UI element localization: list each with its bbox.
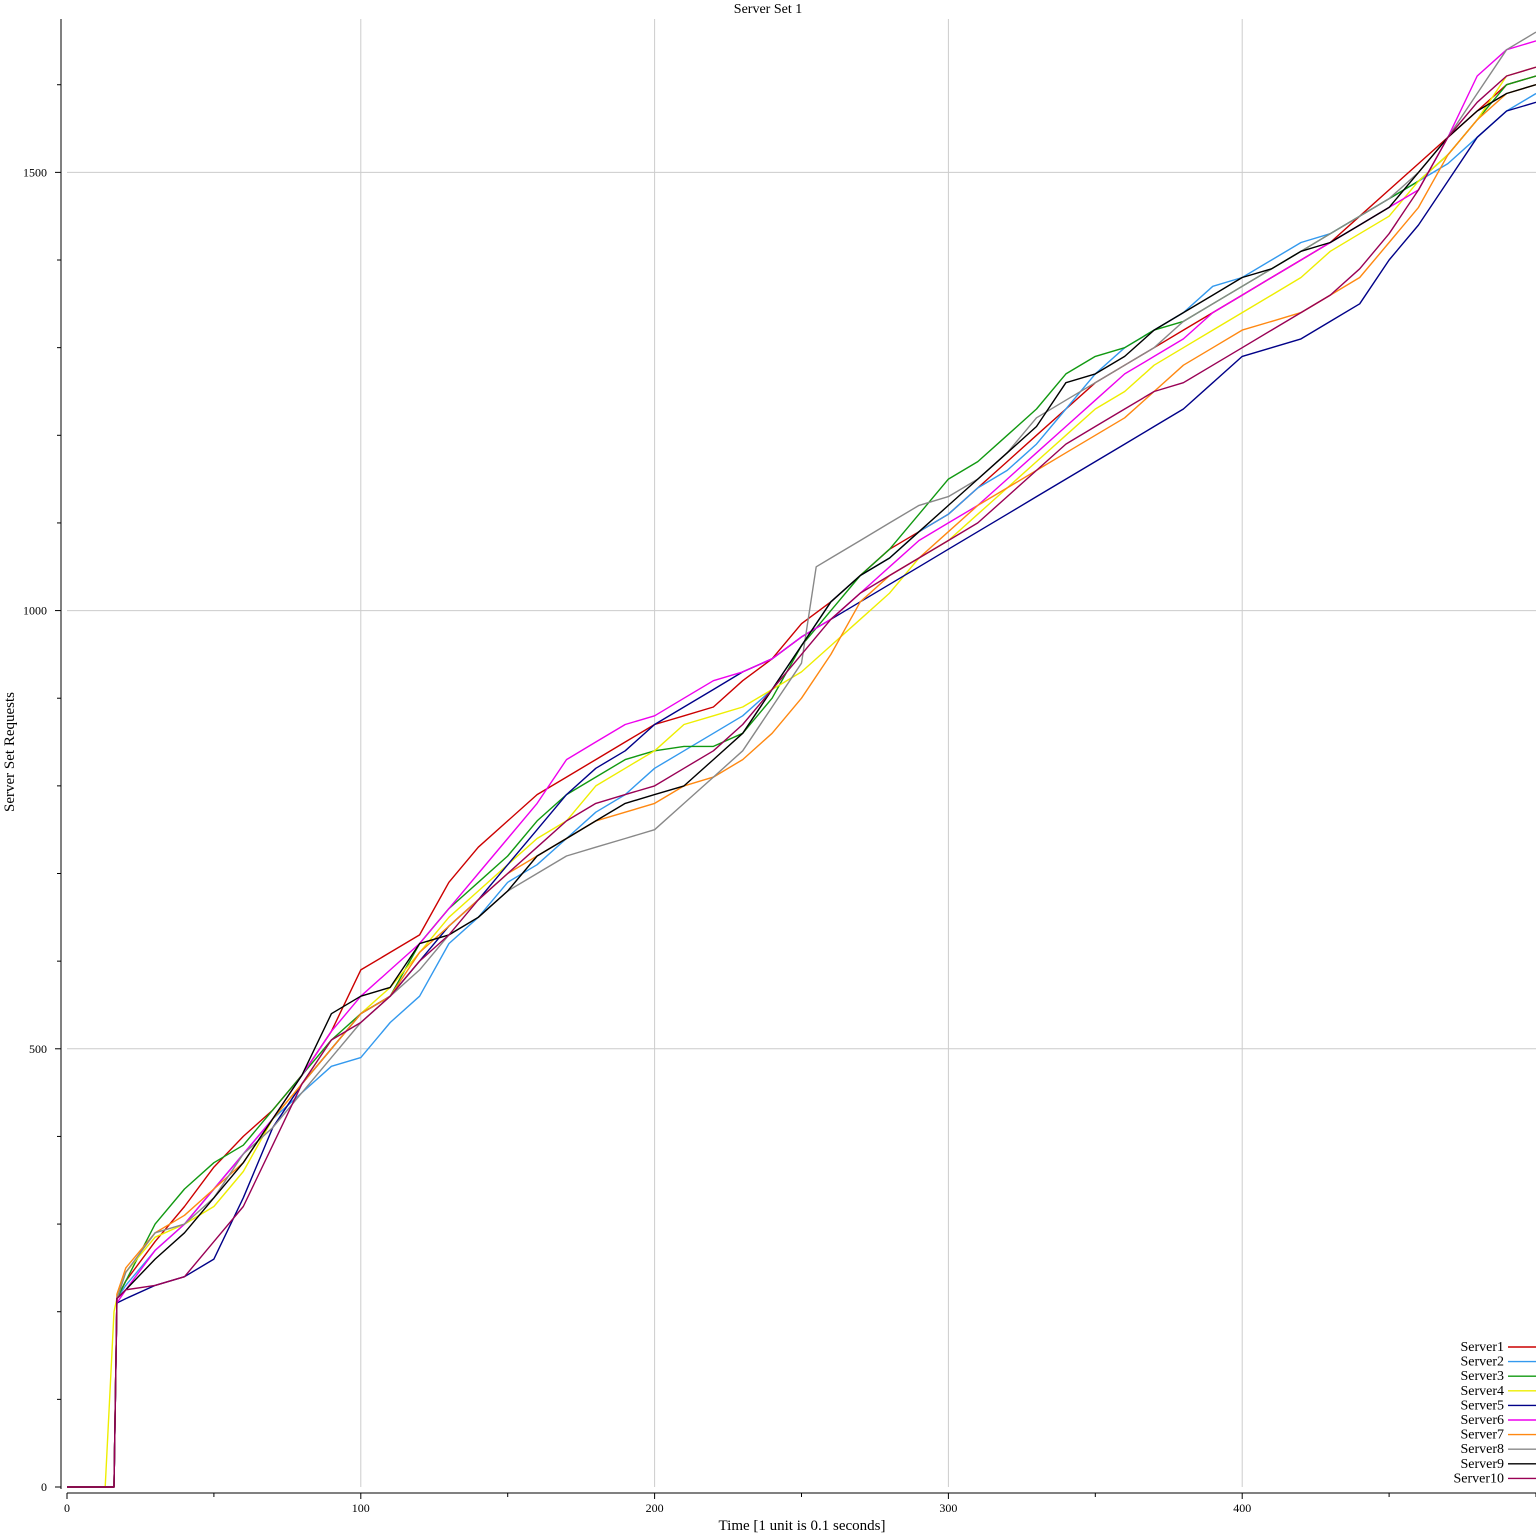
legend: Server1Server2Server3Server4Server5Serve… bbox=[1453, 1340, 1536, 1486]
x-tick-label: 300 bbox=[939, 1501, 957, 1515]
x-tick-label: 100 bbox=[352, 1501, 370, 1515]
series-layer bbox=[67, 31, 1536, 1488]
legend-label-server3: Server3 bbox=[1460, 1369, 1504, 1384]
legend-label-server8: Server8 bbox=[1460, 1442, 1504, 1457]
chart-title: Server Set 1 bbox=[734, 2, 802, 17]
legend-label-server2: Server2 bbox=[1460, 1355, 1504, 1370]
legend-label-server5: Server5 bbox=[1460, 1398, 1504, 1413]
series-line-server9 bbox=[67, 84, 1536, 1488]
y-tick-label: 1000 bbox=[23, 604, 47, 618]
series-line-server7 bbox=[67, 84, 1536, 1488]
legend-label-server10: Server10 bbox=[1453, 1471, 1504, 1486]
axes: 0 100 200 300 400 0 500 1000 1500 bbox=[23, 19, 1536, 1515]
x-axis-label: Time [1 unit is 0.1 seconds] bbox=[719, 1518, 886, 1534]
legend-label-server4: Server4 bbox=[1460, 1384, 1504, 1399]
y-tick-label: 500 bbox=[29, 1042, 47, 1056]
grid bbox=[67, 19, 1536, 1487]
y-axis-label: Server Set Requests bbox=[2, 692, 18, 812]
y-tick-label: 1500 bbox=[23, 165, 47, 179]
x-tick-label: 200 bbox=[646, 1501, 664, 1515]
legend-label-server6: Server6 bbox=[1460, 1413, 1504, 1428]
y-tick-label: 0 bbox=[41, 1480, 47, 1494]
legend-label-server1: Server1 bbox=[1460, 1340, 1504, 1355]
legend-label-server7: Server7 bbox=[1460, 1428, 1504, 1443]
x-tick-label: 400 bbox=[1233, 1501, 1251, 1515]
legend-label-server9: Server9 bbox=[1460, 1457, 1504, 1472]
x-tick-label: 0 bbox=[64, 1501, 70, 1515]
series-line-server10 bbox=[67, 66, 1536, 1488]
